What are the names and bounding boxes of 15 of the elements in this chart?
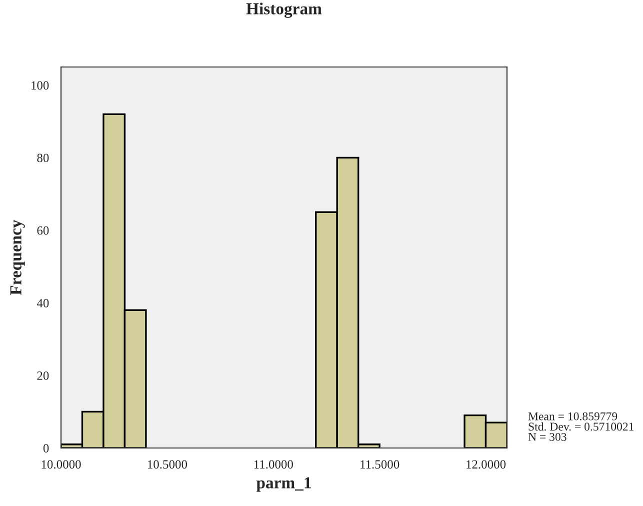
- y-axis-title: Frequency: [10, 220, 25, 296]
- y-tick-label: 80: [37, 154, 49, 162]
- x-tick-label: 10.0000: [42, 460, 81, 469]
- y-tick-label: 20: [37, 371, 49, 380]
- x-tick-label: 10.5000: [148, 460, 188, 469]
- y-tick-label: 100: [32, 81, 49, 90]
- x-tick-label: 11.5000: [360, 460, 400, 469]
- y-tick-label: 60: [37, 226, 49, 235]
- chart-title: Histogram: [246, 2, 322, 18]
- x-axis-title: parm_1: [256, 477, 311, 492]
- y-tick-label: 40: [36, 298, 49, 308]
- y-tick-label: 0: [43, 444, 49, 452]
- x-tick-label: 12.0000: [466, 460, 506, 469]
- text: Mean = 10.859779 Std. Dev. = 0.5710021 N = 303: [528, 412, 634, 441]
- x-tick-label: 11.0000: [254, 460, 293, 469]
